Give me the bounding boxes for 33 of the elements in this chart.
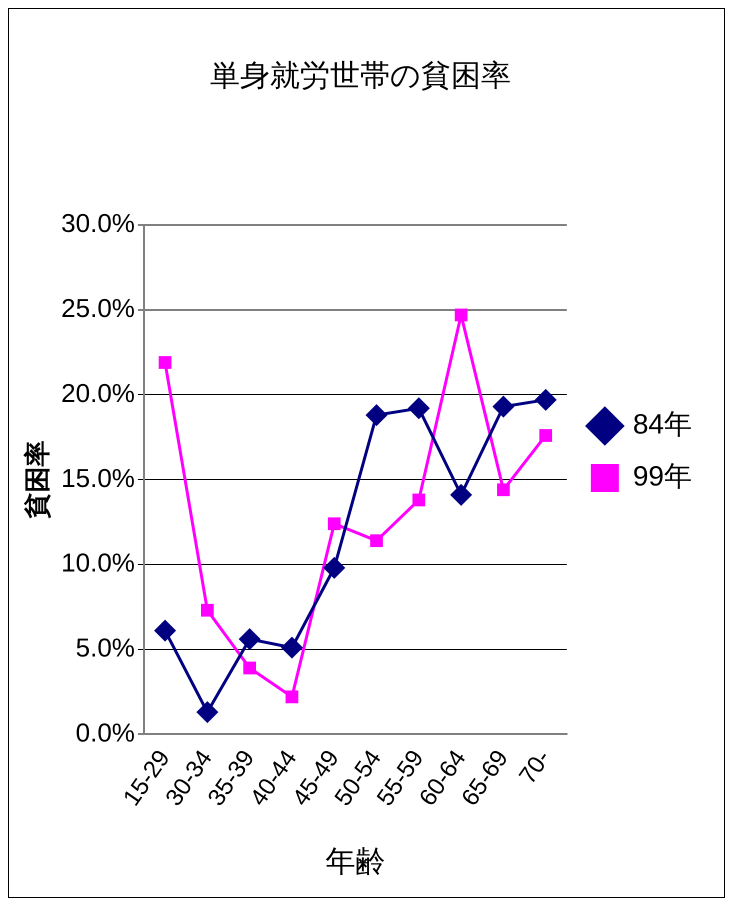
point (328, 517, 341, 530)
y-tick-label: 15.0% (61, 462, 135, 493)
point (534, 388, 557, 411)
point (280, 636, 303, 659)
point (370, 534, 383, 548)
legend-label: 84年 (632, 408, 692, 440)
point (408, 397, 430, 420)
y-tick-label: 10.0% (61, 548, 135, 578)
point (412, 494, 426, 506)
point (158, 356, 172, 369)
y-tick-label: 20.0% (61, 378, 135, 408)
point (366, 404, 388, 426)
point (238, 628, 261, 650)
point (450, 484, 472, 506)
point (154, 620, 176, 642)
x-axis-title: 年齢 (325, 845, 386, 878)
legend-label: 99年 (632, 460, 692, 492)
x-tick-label: 70- (514, 745, 556, 790)
y-tick-label: 25.0% (61, 293, 135, 324)
point (243, 662, 256, 674)
y-tick-label: 30.0% (61, 208, 135, 238)
point (539, 429, 552, 442)
point (492, 396, 514, 418)
point (286, 690, 298, 704)
chart-title: 単身就労世帯の貧困率 (210, 59, 511, 92)
point (196, 701, 218, 724)
y-tick-label: 0.0% (76, 717, 135, 748)
point (201, 604, 214, 617)
y-axis-title: 貧困率 (22, 440, 52, 520)
y-tick-label: 5.0% (76, 632, 135, 663)
point (323, 556, 346, 579)
point (454, 308, 468, 322)
point (497, 483, 510, 496)
